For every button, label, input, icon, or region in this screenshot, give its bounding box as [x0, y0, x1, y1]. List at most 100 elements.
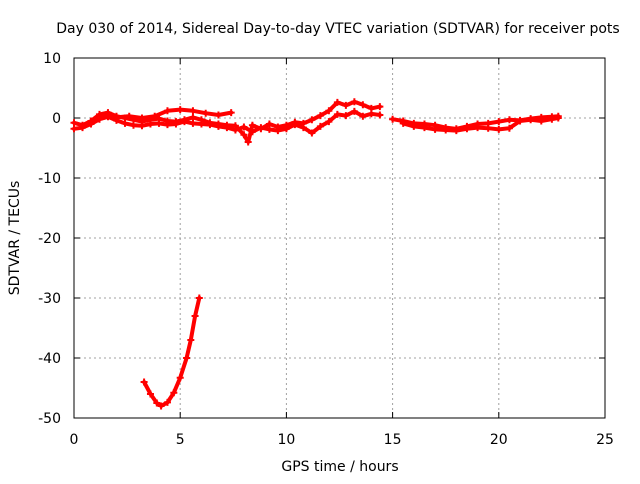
- y-tick-label: -40: [38, 351, 61, 367]
- x-tick-label: 0: [70, 432, 79, 448]
- data-point: [359, 101, 367, 109]
- data-point: [257, 124, 265, 132]
- data-point: [420, 124, 428, 132]
- data-point: [367, 110, 375, 118]
- data-point: [316, 112, 324, 120]
- data-point: [442, 126, 450, 134]
- data-point: [70, 125, 78, 133]
- data-point: [227, 109, 235, 117]
- x-tick-labels: 0 5 10 15 20 25: [70, 432, 614, 448]
- data-point: [125, 112, 133, 120]
- data-point: [163, 398, 171, 406]
- data-point: [495, 125, 503, 133]
- data-point: [170, 389, 178, 397]
- series-track-6: [140, 294, 203, 410]
- data-point: [244, 138, 252, 146]
- data-point: [316, 122, 324, 130]
- data-point: [138, 114, 146, 122]
- data-point: [155, 119, 163, 127]
- data-point: [325, 107, 333, 115]
- data-point: [431, 125, 439, 133]
- data-point: [153, 399, 161, 407]
- data-point: [78, 124, 86, 132]
- y-axis-label: SDTVAR / TECUs: [7, 181, 23, 296]
- data-point: [163, 121, 171, 129]
- data-point: [505, 116, 513, 124]
- data-point: [350, 98, 358, 106]
- data-point: [248, 128, 256, 136]
- data-point: [342, 101, 350, 109]
- data-point: [359, 112, 367, 120]
- data-point: [138, 122, 146, 130]
- data-point: [100, 112, 108, 120]
- data-point: [206, 121, 214, 129]
- data-point: [70, 119, 78, 127]
- series-track-3: [100, 106, 235, 122]
- data-point: [274, 127, 282, 135]
- data-point: [146, 390, 154, 398]
- data-point: [146, 120, 154, 128]
- data-point: [189, 107, 197, 115]
- data-point: [308, 116, 316, 124]
- data-point: [308, 129, 316, 137]
- data-point: [189, 119, 197, 127]
- data-point: [176, 106, 184, 114]
- y-tick-label: -30: [38, 291, 61, 307]
- data-point: [95, 115, 103, 123]
- data-point: [350, 107, 358, 115]
- data-point: [195, 294, 203, 302]
- y-tick-label: 10: [43, 51, 61, 67]
- data-point: [157, 402, 165, 410]
- chart-title: Day 030 of 2014, Sidereal Day-to-day VTE…: [56, 21, 619, 37]
- axis-ticks: [73, 57, 606, 419]
- x-tick-label: 10: [277, 432, 295, 448]
- data-point: [183, 354, 191, 362]
- data-point: [240, 131, 248, 139]
- data-point: [527, 116, 535, 124]
- data-point: [410, 122, 418, 130]
- x-tick-label: 25: [596, 432, 614, 448]
- data-point: [187, 336, 195, 344]
- x-axis-label: GPS time / hours: [281, 459, 398, 475]
- data-point: [197, 120, 205, 128]
- data-point: [389, 115, 397, 123]
- data-point: [537, 117, 545, 125]
- data-point: [299, 124, 307, 132]
- data-point: [516, 117, 524, 125]
- y-tick-label: -50: [38, 411, 61, 427]
- series-line: [401, 116, 561, 133]
- data-point: [342, 112, 350, 120]
- y-tick-label: -10: [38, 171, 61, 187]
- data-point: [172, 120, 180, 128]
- series-track-2: [70, 107, 384, 137]
- data-series: [70, 98, 562, 410]
- data-point: [121, 119, 129, 127]
- data-point: [202, 109, 210, 117]
- y-tick-label: 0: [52, 111, 61, 127]
- data-point: [191, 312, 199, 320]
- data-point: [505, 124, 513, 132]
- data-point: [248, 121, 256, 129]
- y-tick-labels: 10 0 -10 -20 -30 -40 -50: [38, 51, 61, 427]
- data-point: [333, 98, 341, 106]
- data-point: [265, 125, 273, 133]
- data-point: [87, 120, 95, 128]
- data-point: [399, 119, 407, 127]
- data-point: [495, 118, 503, 126]
- data-point: [325, 118, 333, 126]
- x-tick-label: 15: [384, 432, 402, 448]
- data-point: [240, 123, 248, 131]
- data-point: [231, 126, 239, 134]
- data-point: [282, 125, 290, 133]
- data-point: [163, 107, 171, 115]
- series-track-5: [399, 114, 562, 135]
- y-tick-label: -20: [38, 231, 61, 247]
- data-point: [189, 113, 197, 121]
- data-point: [214, 111, 222, 119]
- data-point: [376, 103, 384, 111]
- data-point: [463, 125, 471, 133]
- data-point: [333, 110, 341, 118]
- data-point: [214, 122, 222, 130]
